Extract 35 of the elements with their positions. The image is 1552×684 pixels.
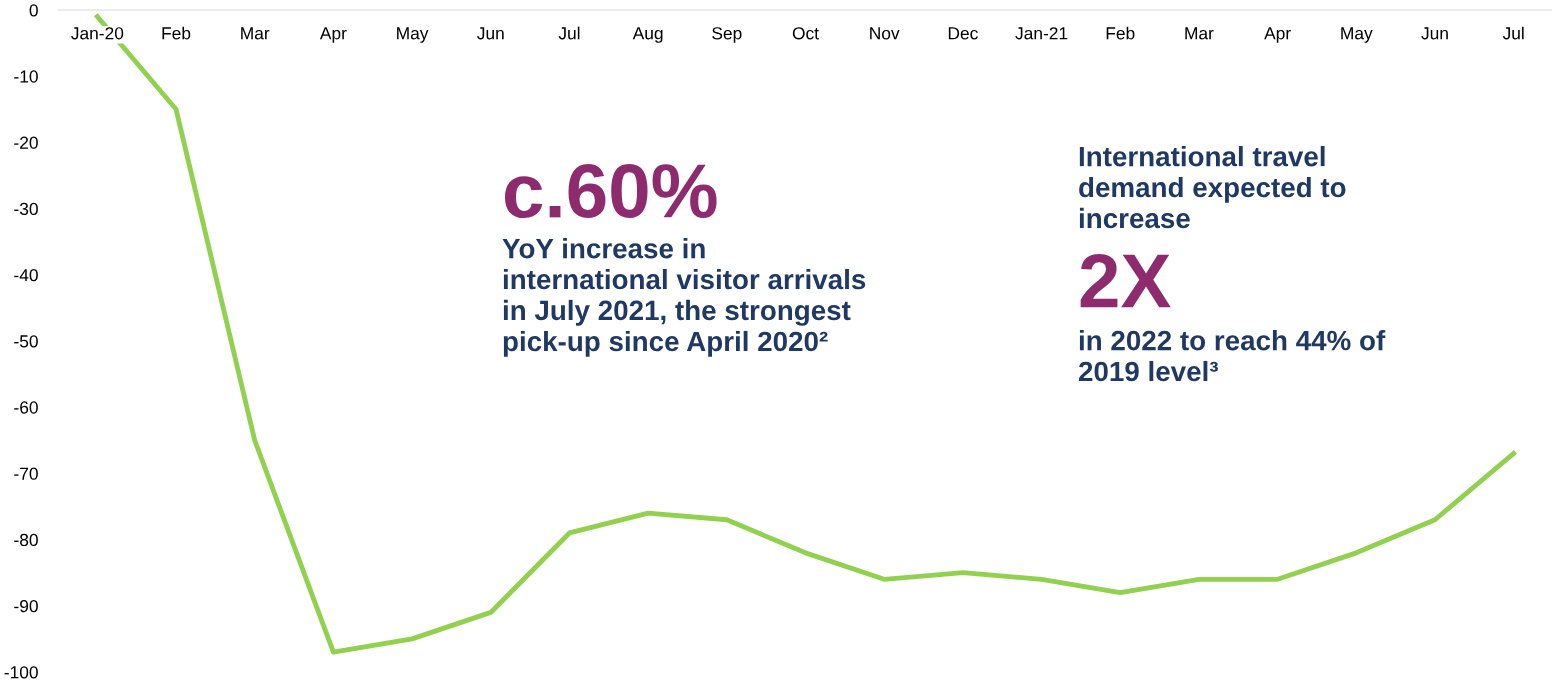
x-tick-label: Jan-20: [71, 27, 124, 40]
x-tick-label: Nov: [870, 27, 900, 40]
annotation: International travel demand expected to increase: [1079, 146, 1346, 229]
annotation: in 2022 to reach 44% of 2019 level³: [1078, 330, 1386, 382]
x-tick-label: Feb: [1106, 26, 1135, 40]
x-tick-label: Mar: [1185, 27, 1214, 40]
y-tick-label: -70: [14, 467, 38, 480]
annotation: YoY increase in international visitor arrivals in July 2021, the strongest pick-up since April 2020²: [502, 238, 866, 357]
y-tick-label: -80: [14, 533, 38, 547]
y-tick-label: 0: [29, 4, 38, 17]
x-tick-label: Sep: [712, 27, 742, 43]
x-tick-label: Jul: [558, 26, 580, 40]
y-tick-label: -100: [4, 666, 38, 679]
annotation: 2X: [1080, 254, 1171, 308]
x-tick-label: Dec: [948, 27, 978, 40]
y-tick-label: -10: [14, 70, 38, 83]
x-tick-label: Mar: [241, 27, 270, 40]
y-tick-label: -30: [14, 202, 38, 216]
x-tick-label: May: [1341, 27, 1373, 43]
y-tick-label: -40: [14, 268, 38, 282]
x-tick-label: Apr: [319, 27, 347, 43]
x-tick-label: Oct: [792, 27, 819, 40]
x-tick-label: Jul: [1502, 26, 1524, 40]
x-tick-label: Jun: [1421, 27, 1448, 40]
x-tick-label: Jan-21: [1015, 27, 1068, 40]
y-tick-label: -60: [14, 401, 38, 414]
x-tick-label: Feb: [162, 26, 191, 40]
x-tick-label: Aug: [632, 27, 663, 43]
annotation: c.60%: [504, 164, 717, 219]
y-tick-label: -50: [14, 335, 38, 348]
x-tick-label: Jun: [477, 27, 504, 40]
x-tick-label: May: [397, 27, 429, 43]
y-tick-label: -90: [14, 599, 38, 613]
y-tick-label: -20: [14, 136, 38, 149]
x-tick-label: Apr: [1264, 27, 1291, 43]
